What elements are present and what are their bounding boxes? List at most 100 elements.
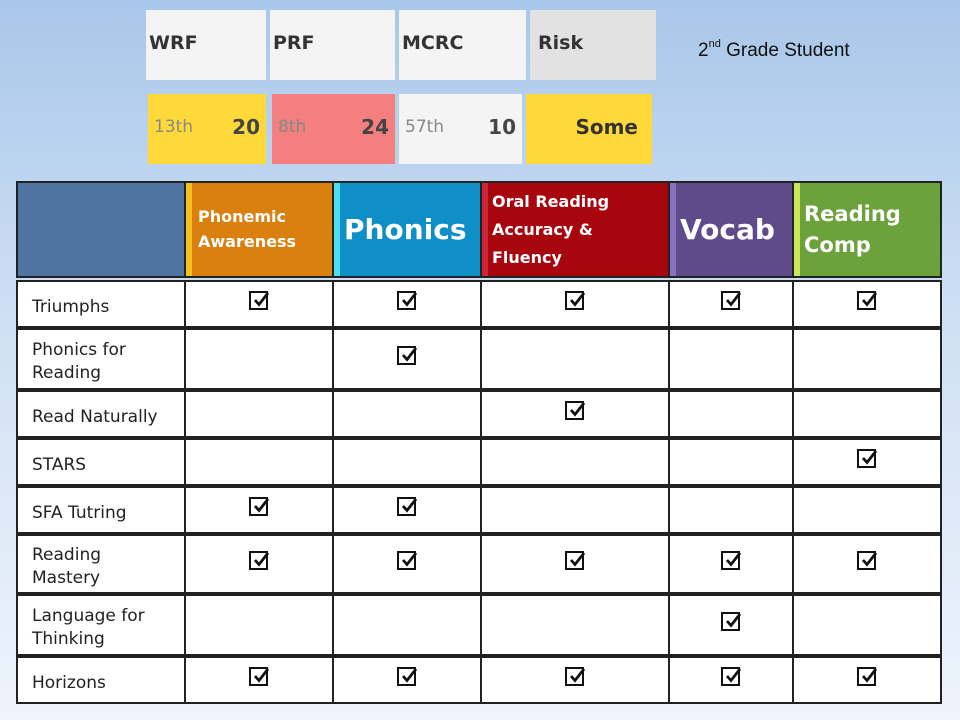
check-cell [792,656,942,704]
checkbox-checked-icon [397,346,417,365]
checkbox-checked-icon [857,449,877,468]
column-header-oral-reading: Oral Reading Accuracy & Fluency [480,181,670,278]
score-header-label: WRF [149,32,198,54]
check-cell [480,486,670,534]
row-label: Read Naturally [16,390,186,438]
check-cell [668,594,794,656]
score-cell-prf: 8th 24 [272,94,395,164]
percentile: 13th [154,117,194,137]
check-cell [184,328,334,390]
table-row: Read Naturally [16,390,942,438]
check-cell [184,390,334,438]
check-cell [480,280,670,328]
column-header-label: Reading Comp [804,202,901,257]
checkbox-checked-icon [249,497,269,516]
check-cell [792,390,942,438]
check-cell [792,534,942,594]
check-cell [480,438,670,486]
checkbox-checked-icon [249,667,269,686]
grade-text: Grade Student [720,40,850,61]
checkbox-checked-icon [397,551,417,570]
check-cell [792,486,942,534]
check-cell [480,594,670,656]
score-value: 10 [488,115,516,139]
checkbox-checked-icon [397,497,417,516]
column-header-reading-comp: Reading Comp [792,181,942,278]
checkbox-checked-icon [397,291,417,310]
check-cell [332,656,482,704]
score-value: 20 [232,115,260,139]
column-header-phonemic-awareness: Phonemic Awareness [184,181,334,278]
row-label: Triumphs [16,280,186,328]
check-cell [332,534,482,594]
header-bevel [670,183,676,276]
check-cell [668,486,794,534]
checkbox-checked-icon [721,667,741,686]
check-cell [792,594,942,656]
check-cell [792,280,942,328]
row-label: SFA Tutring [16,486,186,534]
check-cell [184,486,334,534]
table-row: STARS [16,438,942,486]
row-label: STARS [16,438,186,486]
checkbox-checked-icon [565,667,585,686]
column-header-label: Phonics [344,213,467,246]
column-header-label: Phonemic Awareness [198,206,296,251]
check-cell [332,280,482,328]
score-header-mcrc: MCRC [399,10,526,80]
check-cell [480,390,670,438]
score-header-prf: PRF [270,10,395,80]
percentile: 8th [278,117,307,137]
check-cell [332,390,482,438]
check-cell [668,534,794,594]
check-cell [480,656,670,704]
table-row: Reading Mastery [16,534,942,594]
checkbox-checked-icon [249,291,269,310]
score-header-risk: Risk [530,10,656,80]
score-value: 24 [361,115,389,139]
check-cell [668,390,794,438]
score-header-label: PRF [273,32,315,54]
check-cell [184,438,334,486]
page-subtitle: 2nd Grade Student [698,38,850,62]
column-header-label: Oral Reading Accuracy & Fluency [492,191,610,267]
checkbox-checked-icon [565,401,585,420]
score-header-label: MCRC [402,32,464,54]
score-header-label: Risk [538,32,584,54]
table-row: Triumphs [16,280,942,328]
table-row: Phonics for Reading [16,328,942,390]
percentile: 57th [405,117,445,137]
checkbox-checked-icon [857,291,877,310]
check-cell [480,328,670,390]
table-row: Language for Thinking [16,594,942,656]
column-header-label: Vocab [680,213,775,246]
check-cell [184,594,334,656]
check-cell [668,438,794,486]
check-cell [668,280,794,328]
checkbox-checked-icon [397,667,417,686]
check-cell [792,438,942,486]
checkbox-checked-icon [721,291,741,310]
grade-ordinal-suffix: nd [708,38,721,50]
row-label: Phonics for Reading [16,328,186,390]
risk-level: Some [575,115,638,139]
header-bevel [186,183,192,276]
score-summary: WRF PRF MCRC Risk 13th 20 8th 24 57th 10… [146,10,660,164]
checkbox-checked-icon [721,612,741,631]
table-row: Horizons [16,656,942,704]
score-header-wrf: WRF [146,10,266,80]
score-cell-mcrc: 57th 10 [399,94,522,164]
check-cell [332,486,482,534]
checkbox-checked-icon [721,551,741,570]
check-cell [668,656,794,704]
row-label: Reading Mastery [16,534,186,594]
checkbox-checked-icon [249,551,269,570]
header-bevel [334,183,340,276]
checkbox-checked-icon [565,551,585,570]
header-bevel [794,183,800,276]
matrix-corner-cell [16,181,186,278]
column-header-vocab: Vocab [668,181,794,278]
check-cell [184,656,334,704]
grade-ordinal: 2 [698,40,709,61]
checkbox-checked-icon [857,667,877,686]
